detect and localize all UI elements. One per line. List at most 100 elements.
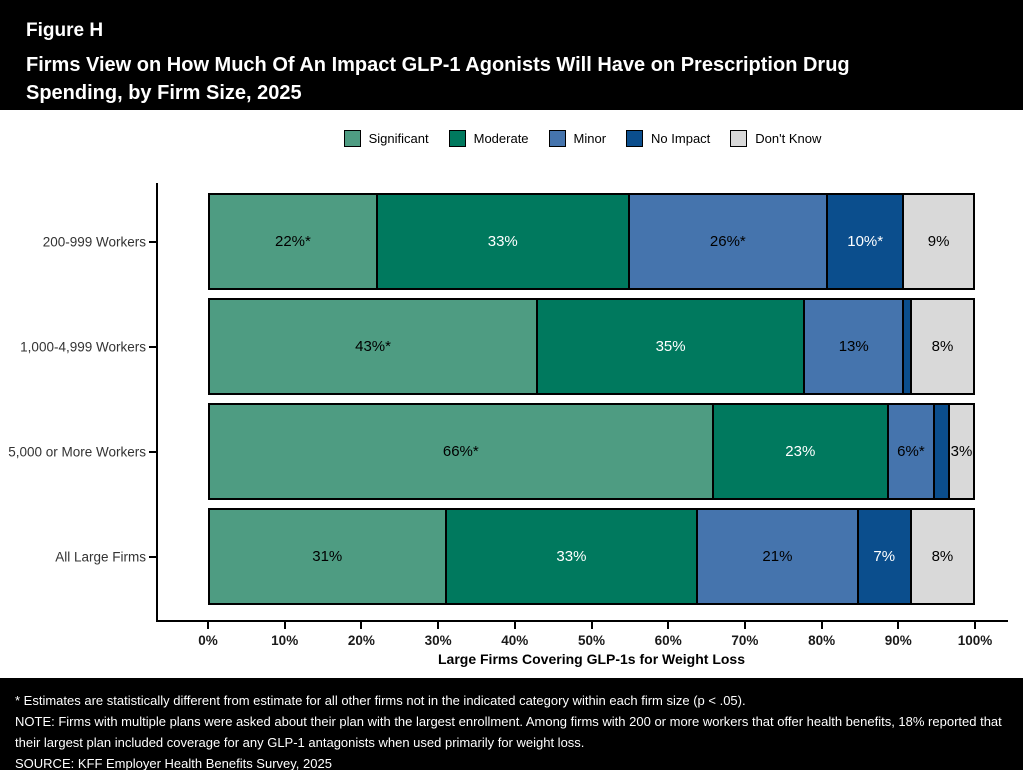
x-tick-label: 70%	[731, 633, 759, 648]
bar-segment-minor: 21%	[698, 510, 859, 603]
x-tick-label: 20%	[347, 633, 375, 648]
segment-value-label: 10%*	[847, 233, 884, 250]
legend-item-no-impact: No Impact	[626, 130, 710, 147]
bar-segment-don-t-know: 3%	[950, 405, 973, 498]
x-tick	[360, 622, 363, 629]
bar-row-5-000-or-more-workers: 5,000 or More Workers 66%* 23% 6%* 3%	[0, 403, 1023, 500]
bar-row-200-999-workers: 200-999 Workers 22%* 33% 26%* 10%* 9%	[0, 193, 1023, 290]
stacked-bar: 31% 33% 21% 7% 8%	[208, 508, 975, 605]
legend-label: Moderate	[473, 131, 529, 146]
segment-value-label: 3%	[950, 443, 973, 460]
legend-item-minor: Minor	[548, 130, 607, 147]
bar-segment-don-t-know: 9%	[904, 195, 973, 288]
bar-segment-minor: 13%	[805, 300, 905, 393]
bar-segment-significant: 31%	[210, 510, 447, 603]
x-tick	[667, 622, 670, 629]
figure-title-line2: Spending, by Firm Size, 2025	[26, 82, 302, 104]
bar-segment-no-impact: 10%*	[828, 195, 905, 288]
x-tick	[974, 622, 976, 629]
legend-item-moderate: Moderate	[448, 130, 529, 147]
x-tick-label: 60%	[654, 633, 682, 648]
x-tick	[820, 622, 823, 629]
x-tick-label: 90%	[884, 633, 912, 648]
figure-title: Firms View on How Much Of An Impact GLP-…	[26, 51, 997, 107]
stacked-bar: 22%* 33% 26%* 10%* 9%	[208, 193, 975, 290]
x-axis-line	[156, 620, 1008, 622]
y-tick	[149, 555, 156, 558]
legend-label: Significant	[368, 131, 429, 146]
bar-segment-moderate: 33%	[377, 195, 630, 288]
x-axis-ticks: 0% 10% 20% 30% 40% 50% 60% 70% 80% 90% 100%	[198, 620, 992, 664]
segment-value-label: 8%	[931, 338, 954, 355]
segment-value-label: 7%	[873, 548, 896, 565]
bar-segment-no-impact	[934, 405, 951, 498]
x-tick	[513, 622, 516, 629]
stacked-bar: 43%* 35% 13% 8%	[208, 298, 975, 395]
segment-value-label: 31%	[312, 548, 343, 565]
y-tick	[149, 450, 156, 453]
x-tick-label: 30%	[424, 633, 452, 648]
segment-value-label: 33%	[556, 548, 587, 565]
footnote-significance: * Estimates are statistically different …	[15, 693, 746, 708]
x-tick	[590, 622, 593, 629]
x-tick-label: 0%	[198, 633, 218, 648]
category-label: 200-999 Workers	[42, 234, 146, 249]
chart-legend: Significant Moderate Minor No Impact Don't K…	[157, 130, 1008, 147]
legend-swatch-moderate	[448, 130, 466, 147]
x-tick-label: 100%	[957, 633, 993, 648]
segment-value-label: 22%*	[275, 233, 311, 250]
legend-label: Minor	[573, 131, 607, 146]
bar-row-all-large-firms: All Large Firms 31% 33% 21% 7% 8%	[0, 508, 1023, 605]
stacked-bar: 66%* 23% 6%* 3%	[208, 403, 975, 500]
figure-header: Figure H Firms View on How Much Of An Im…	[0, 0, 1023, 110]
bar-segment-moderate: 23%	[713, 405, 890, 498]
x-tick	[207, 622, 209, 629]
segment-value-label: 23%	[785, 443, 816, 460]
figure-footer: * Estimates are statistically different …	[0, 678, 1023, 770]
bar-segment-significant: 66%*	[210, 405, 714, 498]
x-tick-label: 50%	[577, 633, 606, 648]
segment-value-label: 33%	[487, 233, 518, 250]
segment-value-label: 26%*	[709, 233, 746, 250]
legend-swatch-don-t-know	[730, 130, 748, 147]
x-tick	[743, 622, 746, 629]
legend-swatch-significant	[343, 130, 361, 147]
legend-item-significant: Significant	[343, 130, 429, 147]
footnote-note: NOTE: Firms with multiple plans were ask…	[15, 714, 1002, 750]
legend-swatch-minor	[548, 130, 566, 147]
bar-segment-don-t-know: 8%	[911, 300, 973, 393]
legend-label: Don't Know	[755, 131, 822, 146]
segment-value-label: 35%	[655, 338, 686, 355]
y-axis-line	[156, 183, 158, 622]
legend-label: No Impact	[651, 131, 711, 146]
y-tick	[149, 345, 156, 348]
chart-panel: Significant Moderate Minor No Impact Don't K…	[0, 110, 1023, 678]
bar-segment-moderate: 33%	[446, 510, 699, 603]
segment-value-label: 21%	[762, 548, 793, 565]
segment-value-label: 13%	[838, 338, 869, 355]
bar-row-1-000-4-999-workers: 1,000-4,999 Workers 43%* 35% 13% 8%	[0, 298, 1023, 395]
figure-label: Figure H	[26, 20, 104, 41]
segment-value-label: 6%*	[897, 443, 925, 460]
category-label: All Large Firms	[55, 549, 146, 564]
bar-segment-significant: 22%*	[210, 195, 378, 288]
category-label: 1,000-4,999 Workers	[20, 339, 146, 354]
bar-segment-don-t-know: 8%	[911, 510, 973, 603]
bar-segment-no-impact: 7%	[858, 510, 912, 603]
segment-value-label: 9%	[927, 233, 950, 250]
legend-swatch-no-impact	[626, 130, 644, 147]
category-label: 5,000 or More Workers	[8, 444, 146, 459]
x-axis-title: Large Firms Covering GLP-1s for Weight L…	[437, 651, 745, 667]
bar-segment-moderate: 35%	[538, 300, 806, 393]
x-tick	[897, 622, 900, 629]
x-tick	[283, 622, 286, 629]
bar-segment-minor: 26%*	[629, 195, 829, 288]
x-tick-label: 80%	[808, 633, 836, 648]
footnote-source: SOURCE: KFF Employer Health Benefits Sur…	[15, 756, 332, 770]
x-tick	[437, 622, 440, 629]
segment-value-label: 8%	[931, 548, 954, 565]
x-tick-label: 40%	[501, 633, 529, 648]
x-tick-label: 10%	[271, 633, 299, 648]
bar-segment-significant: 43%*	[210, 300, 539, 393]
